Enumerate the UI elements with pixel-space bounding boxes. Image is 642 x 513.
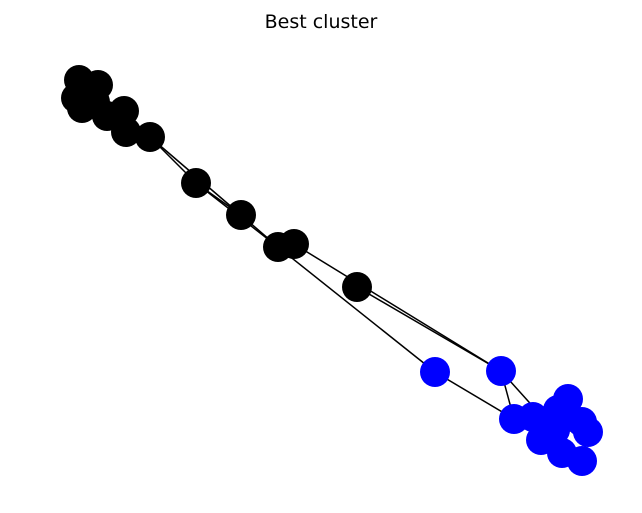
edge-b1-b3: [434, 371, 515, 420]
node-a9: [135, 122, 165, 152]
node-a11: [226, 200, 256, 230]
node-a13: [279, 229, 309, 259]
node-b6: [553, 384, 583, 414]
node-a14: [342, 272, 372, 302]
node-b10: [540, 415, 570, 445]
edge-a14-b2: [356, 286, 502, 372]
graph-title: Best cluster: [264, 11, 378, 33]
node-b4: [518, 402, 548, 432]
node-b12: [567, 446, 597, 476]
node-b2: [486, 356, 516, 386]
node-a8: [111, 117, 141, 147]
node-a10: [181, 168, 211, 198]
node-b8: [573, 417, 603, 447]
nodes-layer: [61, 65, 603, 476]
node-b1: [420, 357, 450, 387]
edge-a12-b1: [277, 246, 436, 373]
edge-a13-b2: [293, 243, 502, 372]
